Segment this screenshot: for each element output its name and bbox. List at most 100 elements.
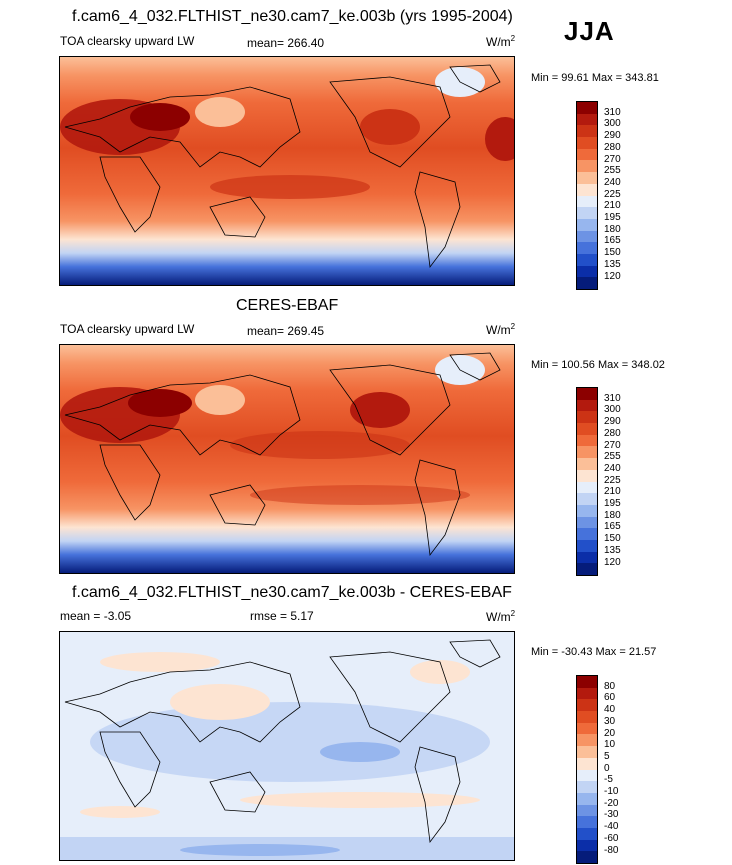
panel-3-mean: mean = -3.05 (60, 609, 132, 623)
colorbar-swatch (577, 388, 597, 400)
colorbar-tick-label: 300 (604, 118, 621, 130)
colorbar-tick-label: 270 (604, 153, 621, 165)
colorbar-tick-label: 225 (604, 474, 621, 486)
colorbar-tick-label: 225 (604, 188, 621, 200)
colorbar-tick-label: 180 (604, 509, 621, 521)
colorbar-swatch (577, 792, 597, 805)
colorbar-tick-label: -5 (604, 774, 613, 786)
colorbar-swatch (577, 539, 597, 552)
colorbar-swatch (577, 563, 597, 575)
panel-2-title: CERES-EBAF (236, 297, 339, 314)
colorbar-tick-label: 150 (604, 247, 621, 259)
colorbar-tick-label: 135 (604, 258, 621, 270)
colorbar-swatch (577, 277, 597, 289)
panel-2-coastlines (64, 352, 501, 557)
colorbar-tick-label: 60 (604, 692, 616, 704)
colorbar-swatch (577, 493, 597, 505)
panel-3-title: f.cam6_4_032.FLTHIST_ne30.cam7_ke.003b -… (72, 584, 512, 601)
colorbar-swatch (577, 516, 597, 529)
panel-2-mean: mean= 269.45 (247, 324, 325, 338)
colorbar-swatch (577, 195, 597, 208)
colorbar-tick-label: 255 (604, 165, 621, 177)
panel-1-minmax: Min = 99.61 Max = 343.81 (531, 72, 659, 84)
colorbar-tick-label: 310 (604, 392, 621, 404)
colorbar-tick-label: 180 (604, 223, 621, 235)
colorbar-tick-label: 290 (604, 416, 621, 428)
colorbar-swatch (577, 722, 597, 735)
panel-1-colorbar: 310 300 290 280 270 255 240 225 210 195 180 165 150 1… (576, 101, 621, 290)
colorbar-swatch (577, 839, 597, 852)
colorbar-tick-label: 240 (604, 176, 621, 188)
panel-1-map (59, 56, 515, 286)
colorbar-swatch (577, 816, 597, 828)
colorbar-swatch (577, 446, 597, 459)
colorbar-swatch (577, 125, 597, 138)
colorbar-tick-label: 20 (604, 727, 616, 739)
colorbar-tick-label: 40 (604, 704, 616, 716)
colorbar-tick-label: 280 (604, 141, 621, 153)
colorbar-swatch (577, 207, 597, 219)
colorbar-swatch (577, 827, 597, 840)
colorbar-swatch (577, 411, 597, 424)
colorbar-tick-label: 30 (604, 715, 616, 727)
colorbar-tick-label: 270 (604, 439, 621, 451)
colorbar-swatch (577, 676, 597, 688)
colorbar-swatch (577, 687, 597, 700)
panel-1-units: W/m2 (486, 34, 516, 49)
colorbar-swatch (577, 734, 597, 747)
colorbar-swatch (577, 242, 597, 254)
panel-1-title: f.cam6_4_032.FLTHIST_ne30.cam7_ke.003b (… (72, 8, 513, 25)
colorbar-tick-label: -10 (604, 786, 619, 797)
colorbar-swatch (577, 423, 597, 435)
colorbar-tick-label: -80 (604, 844, 619, 856)
colorbar-tick-label: 195 (604, 212, 621, 223)
colorbar-tick-label: -30 (604, 809, 619, 821)
panel-1-map-field (60, 57, 514, 285)
colorbar-swatch (577, 113, 597, 126)
colorbar-tick-label: 300 (604, 404, 621, 416)
colorbar-tick-label: 150 (604, 533, 621, 545)
colorbar-tick-label: 195 (604, 498, 621, 509)
colorbar-tick-label: 310 (604, 106, 621, 118)
panel-3-map-field (60, 632, 514, 860)
colorbar-swatch (577, 551, 597, 564)
colorbar-tick-label: 120 (604, 270, 621, 282)
colorbar-swatch (577, 160, 597, 173)
panel-2-map (59, 344, 515, 574)
colorbar-swatch (577, 851, 597, 863)
colorbar-swatch (577, 148, 597, 161)
colorbar-tick-label: -20 (604, 797, 619, 809)
colorbar-tick-label: 80 (604, 680, 616, 692)
colorbar-swatch (577, 172, 597, 184)
panel-3-minmax: Min = -30.43 Max = 21.57 (531, 646, 657, 658)
panel-1-left-label: TOA clearsky upward LW (60, 34, 195, 48)
colorbar-tick-label: 135 (604, 544, 621, 556)
colorbar-swatch (577, 781, 597, 793)
panel-1-coastlines (64, 64, 501, 269)
colorbar-swatch (577, 769, 597, 782)
colorbar-swatch (577, 137, 597, 149)
colorbar-tick-label: 165 (604, 521, 621, 533)
colorbar-swatch (577, 711, 597, 723)
panel-3-map (59, 631, 515, 861)
colorbar-tick-label: -60 (604, 832, 619, 844)
colorbar-swatch (577, 265, 597, 278)
colorbar-tick-label: 0 (604, 762, 610, 774)
colorbar-swatch (577, 218, 597, 231)
colorbar-tick-label: 210 (604, 200, 621, 212)
colorbar-swatch (577, 746, 597, 758)
colorbar-tick-label: 5 (604, 750, 610, 762)
colorbar-swatch (577, 481, 597, 494)
colorbar-swatch (577, 757, 597, 770)
season-label: JJA (564, 16, 615, 46)
panel-2-units: W/m2 (486, 322, 516, 337)
colorbar-tick-label: 120 (604, 556, 621, 568)
colorbar-tick-label: 165 (604, 235, 621, 247)
colorbar-tick-label: 290 (604, 130, 621, 142)
panel-3-coastlines (64, 639, 501, 844)
colorbar-tick-label: 280 (604, 427, 621, 439)
colorbar-swatch (577, 399, 597, 412)
colorbar-tick-label: 10 (604, 739, 616, 751)
panel-2-map-field (60, 345, 514, 573)
colorbar-swatch (577, 102, 597, 114)
